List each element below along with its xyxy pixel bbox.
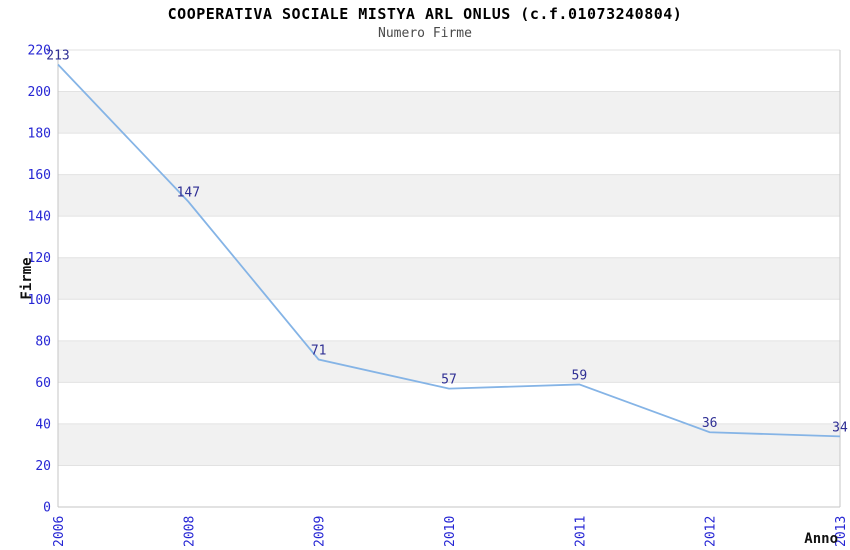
plot-band: [58, 299, 840, 341]
chart-subtitle: Numero Firme: [378, 26, 472, 41]
y-tick-label: 120: [28, 251, 51, 266]
y-tick-label: 40: [35, 417, 51, 432]
point-value-label: 34: [832, 420, 848, 435]
point-value-label: 213: [46, 49, 69, 64]
y-tick-label: 180: [28, 127, 51, 142]
y-tick-label: 160: [28, 168, 51, 183]
data-line: [57, 63, 841, 438]
plot-band: [58, 216, 840, 258]
point-value-label: 71: [311, 344, 327, 359]
plot-band: [58, 423, 840, 466]
plot-band: [58, 174, 840, 217]
plot-band: [58, 465, 840, 507]
x-tick-label: 2006: [52, 516, 67, 547]
y-tick-label: 140: [28, 210, 51, 225]
y-tick-label: 220: [28, 44, 51, 59]
plot-band: [58, 257, 840, 300]
x-tick-label: 2012: [704, 516, 719, 547]
y-tick-label: 100: [28, 293, 51, 308]
y-tick-label: 80: [35, 334, 51, 349]
point-value-label: 57: [441, 373, 457, 388]
y-tick-label: 60: [35, 376, 51, 391]
point-value-label: 147: [177, 186, 200, 201]
chart-title: COOPERATIVA SOCIALE MISTYA ARL ONLUS (c.…: [167, 5, 683, 23]
y-tick-label: 20: [35, 459, 51, 474]
y-axis-title: Firme: [19, 257, 35, 299]
x-tick-label: 2013: [834, 516, 849, 547]
point-value-label: 59: [572, 368, 588, 383]
x-tick-label: 2011: [573, 516, 588, 547]
plot-band: [58, 133, 840, 175]
y-tick-label: 0: [43, 501, 51, 516]
plot-band: [58, 91, 840, 134]
x-axis-title: Anno: [804, 531, 838, 547]
point-value-label: 36: [702, 416, 718, 431]
x-tick-label: 2009: [313, 516, 328, 547]
x-tick-label: 2008: [182, 516, 197, 547]
y-tick-label: 200: [28, 85, 51, 100]
x-tick-label: 2010: [443, 516, 458, 547]
plot-band: [58, 340, 840, 383]
plot-band: [58, 50, 840, 92]
